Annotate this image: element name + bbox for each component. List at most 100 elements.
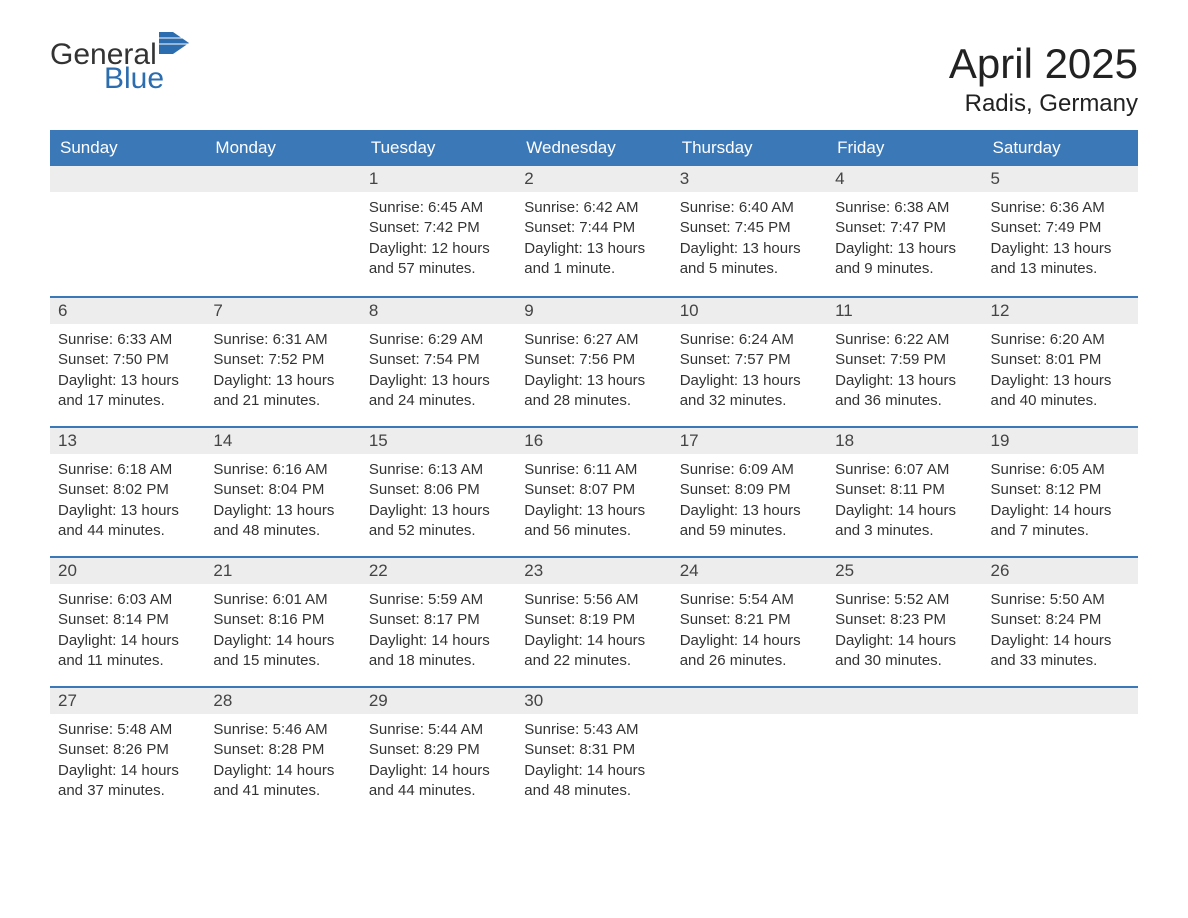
calendar-cell: 5Sunrise: 6:36 AMSunset: 7:49 PMDaylight… <box>983 166 1138 296</box>
daylight-line: Daylight: 13 hours and 32 minutes. <box>680 371 819 412</box>
daylight-line: Daylight: 13 hours and 56 minutes. <box>524 501 663 542</box>
day-number: 20 <box>50 556 205 584</box>
sunrise-line: Sunrise: 5:54 AM <box>680 590 819 610</box>
day-details: Sunrise: 6:45 AMSunset: 7:42 PMDaylight:… <box>361 192 516 291</box>
day-number: 11 <box>827 296 982 324</box>
sunset-line: Sunset: 7:50 PM <box>58 350 197 370</box>
day-details: Sunrise: 5:44 AMSunset: 8:29 PMDaylight:… <box>361 714 516 813</box>
calendar-cell: 13Sunrise: 6:18 AMSunset: 8:02 PMDayligh… <box>50 426 205 556</box>
daylight-line: Daylight: 13 hours and 48 minutes. <box>213 501 352 542</box>
day-number: 10 <box>672 296 827 324</box>
day-number: 2 <box>516 166 671 192</box>
sunset-line: Sunset: 8:07 PM <box>524 480 663 500</box>
sunset-line: Sunset: 8:23 PM <box>835 610 974 630</box>
logo-text: General Blue <box>50 40 191 94</box>
day-number: 29 <box>361 686 516 714</box>
sunset-line: Sunset: 7:54 PM <box>369 350 508 370</box>
flag-icon <box>159 32 189 54</box>
sunrise-line: Sunrise: 6:29 AM <box>369 330 508 350</box>
daylight-line: Daylight: 13 hours and 36 minutes. <box>835 371 974 412</box>
day-details: Sunrise: 6:31 AMSunset: 7:52 PMDaylight:… <box>205 324 360 423</box>
day-number: 17 <box>672 426 827 454</box>
daylight-line: Daylight: 13 hours and 21 minutes. <box>213 371 352 412</box>
calendar-cell: 2Sunrise: 6:42 AMSunset: 7:44 PMDaylight… <box>516 166 671 296</box>
daylight-line: Daylight: 14 hours and 18 minutes. <box>369 631 508 672</box>
day-details: Sunrise: 6:29 AMSunset: 7:54 PMDaylight:… <box>361 324 516 423</box>
calendar-cell: 18Sunrise: 6:07 AMSunset: 8:11 PMDayligh… <box>827 426 982 556</box>
sunset-line: Sunset: 8:21 PM <box>680 610 819 630</box>
day-details: Sunrise: 6:38 AMSunset: 7:47 PMDaylight:… <box>827 192 982 291</box>
sunset-line: Sunset: 7:57 PM <box>680 350 819 370</box>
day-details <box>50 192 205 210</box>
header: General Blue April 2025 Radis, Germany <box>50 40 1138 118</box>
weekday-header: Wednesday <box>516 130 671 166</box>
day-number: 16 <box>516 426 671 454</box>
daylight-line: Daylight: 14 hours and 41 minutes. <box>213 761 352 802</box>
day-number: 24 <box>672 556 827 584</box>
day-details: Sunrise: 5:54 AMSunset: 8:21 PMDaylight:… <box>672 584 827 683</box>
day-details: Sunrise: 6:18 AMSunset: 8:02 PMDaylight:… <box>50 454 205 553</box>
day-details: Sunrise: 6:20 AMSunset: 8:01 PMDaylight:… <box>983 324 1138 423</box>
sunrise-line: Sunrise: 6:38 AM <box>835 198 974 218</box>
day-number <box>827 686 982 714</box>
sunrise-line: Sunrise: 6:42 AM <box>524 198 663 218</box>
calendar-cell: 9Sunrise: 6:27 AMSunset: 7:56 PMDaylight… <box>516 296 671 426</box>
calendar-cell: 7Sunrise: 6:31 AMSunset: 7:52 PMDaylight… <box>205 296 360 426</box>
daylight-line: Daylight: 14 hours and 15 minutes. <box>213 631 352 672</box>
sunrise-line: Sunrise: 5:59 AM <box>369 590 508 610</box>
sunrise-line: Sunrise: 6:33 AM <box>58 330 197 350</box>
day-number: 18 <box>827 426 982 454</box>
calendar-cell: 3Sunrise: 6:40 AMSunset: 7:45 PMDaylight… <box>672 166 827 296</box>
daylight-line: Daylight: 13 hours and 9 minutes. <box>835 239 974 280</box>
sunset-line: Sunset: 8:29 PM <box>369 740 508 760</box>
daylight-line: Daylight: 13 hours and 17 minutes. <box>58 371 197 412</box>
day-number: 28 <box>205 686 360 714</box>
sunset-line: Sunset: 7:59 PM <box>835 350 974 370</box>
calendar-cell: 20Sunrise: 6:03 AMSunset: 8:14 PMDayligh… <box>50 556 205 686</box>
sunrise-line: Sunrise: 6:22 AM <box>835 330 974 350</box>
sunset-line: Sunset: 7:52 PM <box>213 350 352 370</box>
calendar-cell <box>50 166 205 296</box>
calendar-cell: 11 Sunrise: 6:22 AMSunset: 7:59 PMDayligh… <box>827 296 982 426</box>
sunrise-line: Sunrise: 6:16 AM <box>213 460 352 480</box>
sunrise-line: Sunrise: 6:20 AM <box>991 330 1130 350</box>
calendar-week: 20Sunrise: 6:03 AMSunset: 8:14 PMDayligh… <box>50 556 1138 686</box>
calendar-cell <box>205 166 360 296</box>
daylight-line: Daylight: 14 hours and 30 minutes. <box>835 631 974 672</box>
sunset-line: Sunset: 8:01 PM <box>991 350 1130 370</box>
calendar-cell: 16Sunrise: 6:11 AMSunset: 8:07 PMDayligh… <box>516 426 671 556</box>
sunrise-line: Sunrise: 6:03 AM <box>58 590 197 610</box>
day-details <box>205 192 360 210</box>
sunrise-line: Sunrise: 6:45 AM <box>369 198 508 218</box>
day-number: 6 <box>50 296 205 324</box>
daylight-line: Daylight: 13 hours and 44 minutes. <box>58 501 197 542</box>
calendar-cell <box>672 686 827 816</box>
calendar-cell: 14Sunrise: 6:16 AMSunset: 8:04 PMDayligh… <box>205 426 360 556</box>
day-details: Sunrise: 6:11 AMSunset: 8:07 PMDaylight:… <box>516 454 671 553</box>
sunrise-line: Sunrise: 6:11 AM <box>524 460 663 480</box>
logo-blue: Blue <box>104 64 191 94</box>
calendar-cell: 28Sunrise: 5:46 AMSunset: 8:28 PMDayligh… <box>205 686 360 816</box>
sunrise-line: Sunrise: 6:24 AM <box>680 330 819 350</box>
sunset-line: Sunset: 8:26 PM <box>58 740 197 760</box>
calendar-cell: 19Sunrise: 6:05 AMSunset: 8:12 PMDayligh… <box>983 426 1138 556</box>
day-details: Sunrise: 5:52 AMSunset: 8:23 PMDaylight:… <box>827 584 982 683</box>
day-number: 21 <box>205 556 360 584</box>
sunset-line: Sunset: 7:47 PM <box>835 218 974 238</box>
day-details: Sunrise: 5:43 AMSunset: 8:31 PMDaylight:… <box>516 714 671 813</box>
calendar-cell: 22Sunrise: 5:59 AMSunset: 8:17 PMDayligh… <box>361 556 516 686</box>
day-number <box>50 166 205 192</box>
day-details: Sunrise: 5:46 AMSunset: 8:28 PMDaylight:… <box>205 714 360 813</box>
daylight-line: Daylight: 14 hours and 11 minutes. <box>58 631 197 672</box>
day-number: 19 <box>983 426 1138 454</box>
weekday-header: Monday <box>205 130 360 166</box>
weekday-header: Tuesday <box>361 130 516 166</box>
sunrise-line: Sunrise: 5:48 AM <box>58 720 197 740</box>
weekday-header: Saturday <box>983 130 1138 166</box>
sunset-line: Sunset: 7:56 PM <box>524 350 663 370</box>
sunset-line: Sunset: 8:09 PM <box>680 480 819 500</box>
day-details <box>672 714 827 732</box>
day-details: Sunrise: 6:33 AMSunset: 7:50 PMDaylight:… <box>50 324 205 423</box>
sunrise-line: Sunrise: 5:46 AM <box>213 720 352 740</box>
daylight-line: Daylight: 13 hours and 13 minutes. <box>991 239 1130 280</box>
